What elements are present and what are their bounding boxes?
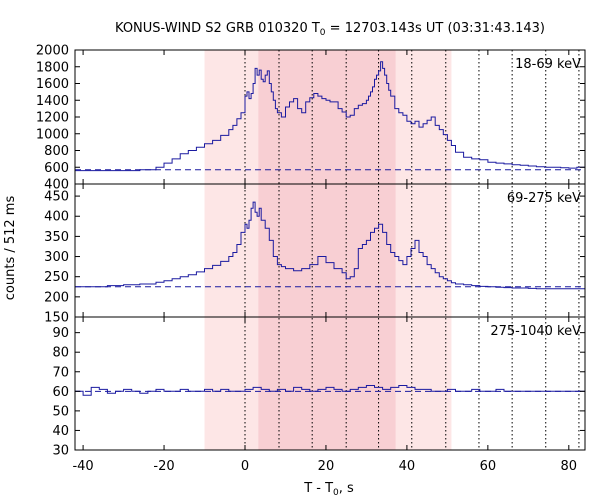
- y-tick-label-0-1: 600: [44, 161, 69, 176]
- y-axis-title: counts / 512 ms: [3, 196, 18, 301]
- y-tick-label-2-6: 90: [52, 326, 69, 341]
- x-tick-label-3: 20: [318, 459, 335, 474]
- y-tick-label-0-7: 1800: [36, 60, 69, 75]
- data-layer: [75, 61, 585, 396]
- vline-layer: [244, 50, 580, 450]
- y-tick-label-1-0: 150: [44, 311, 69, 326]
- x-tick-label-0: -40: [72, 459, 93, 474]
- shading-layer: [204, 50, 452, 450]
- y-tick-label-0-8: 2000: [36, 44, 69, 59]
- energy-band-label-0: 18-69 keV: [515, 57, 581, 72]
- y-tick-label-1-1: 200: [44, 290, 69, 305]
- y-tick-label-2-5: 80: [52, 346, 69, 361]
- lightcurve-series-1: [75, 201, 585, 290]
- y-tick-label-1-5: 400: [44, 210, 69, 225]
- x-tick-label-2: 0: [241, 459, 249, 474]
- x-tick-label-1: -20: [153, 459, 174, 474]
- y-tick-label-0-2: 800: [44, 144, 69, 159]
- energy-band-label-2: 275-1040 keV: [490, 324, 581, 339]
- x-axis-title: T - T0, s: [303, 481, 354, 498]
- y-tick-label-2-3: 60: [52, 385, 69, 400]
- y-tick-label-0-5: 1400: [36, 94, 69, 109]
- y-tick-label-2-0: 30: [52, 444, 69, 459]
- x-tick-label-6: 80: [561, 459, 578, 474]
- y-tick-label-0-4: 1200: [36, 111, 69, 126]
- y-tick-label-0-3: 1000: [36, 127, 69, 142]
- y-tick-label-1-6: 450: [44, 190, 69, 205]
- x-tick-label-5: 60: [480, 459, 497, 474]
- energy-band-label-1: 69-275 keV: [507, 191, 581, 206]
- y-tick-label-1-4: 350: [44, 230, 69, 245]
- y-tick-label-0-0: 400: [44, 178, 69, 193]
- lightcurve-series-2: [75, 385, 585, 396]
- lightcurve-series-0: [75, 61, 585, 172]
- y-tick-label-0-6: 1600: [36, 77, 69, 92]
- panel-frame-2: [74, 316, 586, 451]
- x-tick-label-4: 40: [399, 459, 416, 474]
- chart-title: KONUS-WIND S2 GRB 010320 T0 = 12703.143s…: [115, 21, 545, 38]
- y-tick-label-2-2: 50: [52, 404, 69, 419]
- y-tick-label-1-3: 300: [44, 250, 69, 265]
- y-tick-label-2-4: 70: [52, 365, 69, 380]
- y-tick-label-2-1: 40: [52, 424, 69, 439]
- y-tick-label-1-2: 250: [44, 270, 69, 285]
